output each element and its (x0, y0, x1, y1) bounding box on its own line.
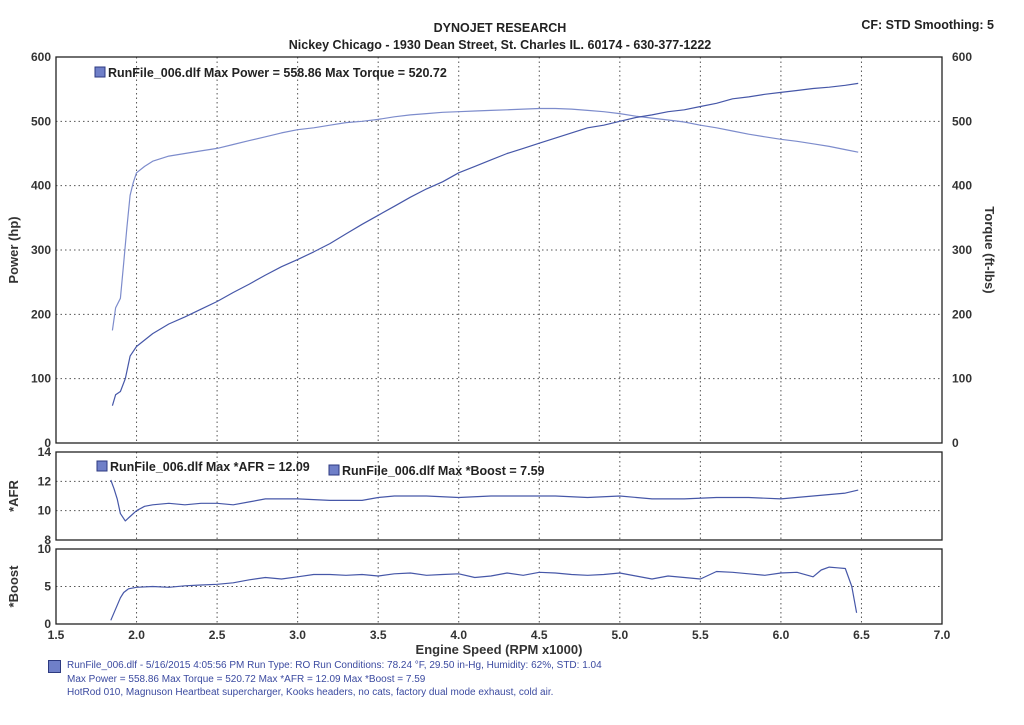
power-series-line (111, 82, 859, 406)
torque-y-tick-label: 0 (952, 436, 959, 450)
boost-y-tick-label: 10 (38, 542, 52, 556)
afr-y-axis-label: *AFR (6, 480, 21, 512)
power-torque-y-tick-label: 200 (31, 307, 51, 321)
torque-series-line (111, 107, 859, 331)
power-torque-y-tick-label: 400 (31, 179, 51, 193)
run-info-line-2: Max Power = 558.86 Max Torque = 520.72 M… (67, 674, 426, 685)
afr-series-line (110, 479, 859, 522)
power-torque-y-tick-label: 0 (44, 436, 51, 450)
x-tick-label: 4.5 (531, 628, 548, 642)
boost-y-tick-label: 0 (44, 617, 51, 631)
x-axis-label: Engine Speed (RPM x1000) (416, 642, 583, 657)
x-tick-label: 6.5 (853, 628, 870, 642)
afr-legend: RunFile_006.dlf Max *AFR = 12.09 (110, 460, 310, 474)
torque-y-tick-label: 600 (952, 50, 972, 64)
torque-y-tick-label: 200 (952, 307, 972, 321)
correction-factor-info: CF: STD Smoothing: 5 (861, 18, 994, 32)
power-torque-y-tick-label: 600 (31, 50, 51, 64)
power-torque-plot-frame (55, 56, 943, 444)
x-tick-label: 4.0 (450, 628, 467, 642)
power-torque-legend: RunFile_006.dlf Max Power = 558.86 Max T… (108, 66, 447, 80)
boost-y-axis-label: *Boost (6, 565, 21, 608)
x-tick-label: 2.5 (209, 628, 226, 642)
x-tick-label: 5.0 (611, 628, 628, 642)
power-torque-legend-swatch-icon (94, 66, 106, 78)
x-tick-label: 5.5 (692, 628, 709, 642)
power-torque-y-tick-label: 500 (31, 114, 51, 128)
chart-subtitle: Nickey Chicago - 1930 Dean Street, St. C… (288, 38, 712, 52)
torque-y-tick-label: 400 (952, 179, 972, 193)
torque-y-tick-label: 300 (952, 243, 972, 257)
x-tick-label: 7.0 (934, 628, 951, 642)
torque-y-tick-label: 500 (952, 114, 972, 128)
boost-legend-swatch-icon (328, 464, 340, 476)
x-tick-label: 3.0 (289, 628, 306, 642)
boost-series-line (110, 566, 858, 621)
torque-y-tick-label: 100 (952, 372, 972, 386)
x-tick-label: 3.5 (370, 628, 387, 642)
afr-y-tick-label: 12 (38, 474, 52, 488)
afr-y-tick-label: 8 (44, 533, 51, 547)
chart-title: DYNOJET RESEARCH (433, 21, 567, 35)
boost-plot-frame (55, 548, 943, 625)
afr-y-tick-label: 14 (38, 445, 52, 459)
power-torque-y-tick-label: 100 (31, 372, 51, 386)
torque-y-axis-label: Torque (ft-lbs) (982, 206, 997, 293)
afr-legend-swatch-icon (96, 460, 108, 472)
power-torque-y-axis-label: Power (hp) (6, 216, 21, 283)
x-tick-label: 1.5 (48, 628, 65, 642)
afr-y-tick-label: 10 (38, 504, 52, 518)
run-swatch-icon (48, 660, 61, 673)
run-info-line-3: HotRod 010, Magnuson Heartbeat superchar… (67, 687, 554, 698)
run-info-line-1: RunFile_006.dlf - 5/16/2015 4:05:56 PM R… (67, 660, 602, 671)
x-tick-label: 6.0 (773, 628, 790, 642)
afr-plot-frame (55, 451, 943, 541)
run-info-footer: RunFile_006.dlf - 5/16/2015 4:05:56 PM R… (48, 659, 602, 699)
boost-legend: RunFile_006.dlf Max *Boost = 7.59 (342, 464, 545, 478)
x-tick-label: 2.0 (128, 628, 145, 642)
power-torque-y-tick-label: 300 (31, 243, 51, 257)
boost-y-tick-label: 5 (44, 580, 51, 594)
